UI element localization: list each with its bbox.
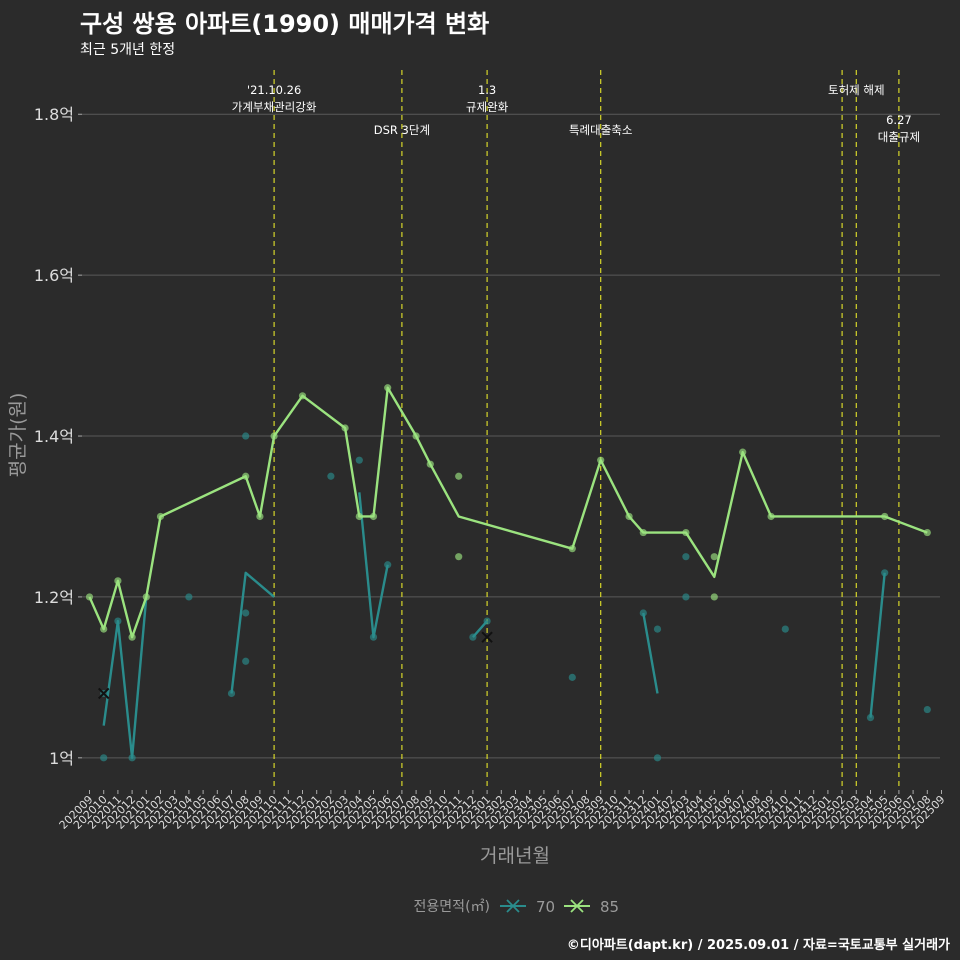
- legend-label: 85: [600, 898, 619, 916]
- event-label: 6.27: [886, 113, 912, 127]
- legend-key-cross: [506, 899, 520, 913]
- data-point: [455, 472, 463, 480]
- data-point: [100, 754, 108, 762]
- data-point: [781, 625, 789, 633]
- series-line: [642, 612, 659, 694]
- data-point: [568, 673, 576, 681]
- series-line: [88, 386, 928, 639]
- legend: 전용면적(㎡) 70 85: [414, 898, 620, 916]
- event-label: 규제완화: [466, 100, 509, 114]
- data-point: [327, 472, 335, 480]
- data-point: [653, 625, 662, 633]
- data-point: [923, 705, 931, 714]
- event-label: 특례대출축소: [569, 123, 632, 137]
- data-point: [455, 553, 463, 561]
- event-label: 가계부채관리강화: [232, 100, 317, 114]
- event-label: '21.10.26: [247, 83, 301, 97]
- y-tick-label: 1.4억: [34, 427, 74, 446]
- event-label: DSR 3단계: [374, 123, 430, 137]
- legend-item-85: 85: [564, 898, 619, 916]
- data-point: [682, 553, 690, 561]
- data-point: [242, 609, 250, 617]
- series-line: [358, 492, 389, 639]
- legend-key-cross: [570, 899, 584, 913]
- series-line: [869, 572, 886, 718]
- series-70: [97, 432, 931, 762]
- legend-item-70: 70: [500, 898, 555, 916]
- y-tick-label: 1.6억: [34, 266, 74, 285]
- x-axis-title: 거래년월: [480, 845, 550, 867]
- series-line: [472, 620, 488, 638]
- series-line: [230, 571, 275, 694]
- legend-title: 전용면적(㎡): [414, 899, 490, 915]
- data-point: [710, 593, 718, 601]
- legend-label: 70: [536, 898, 555, 916]
- data-point: [710, 553, 718, 561]
- y-tick-label: 1.2억: [34, 588, 74, 607]
- data-point: [355, 456, 363, 464]
- event-label: 1.3: [478, 83, 496, 97]
- series-85: [85, 384, 931, 641]
- data-point: [653, 754, 662, 762]
- chart-subtitle: 최근 5개년 한정: [80, 42, 176, 58]
- data-point: [682, 593, 690, 601]
- y-axis-title: 평균가(원): [7, 393, 29, 478]
- data-point: [227, 689, 236, 698]
- source-caption: ©디아파트(dapt.kr) / 2025.09.01 / 자료=국토교통부 실…: [566, 938, 950, 953]
- cross-marker: [97, 687, 110, 700]
- data-point: [185, 593, 193, 601]
- y-tick-label: 1억: [49, 749, 74, 768]
- data-point: [242, 432, 250, 440]
- event-label: 토허제 해제: [828, 83, 885, 97]
- event-label: 대출규제: [878, 130, 920, 144]
- series-line: [102, 596, 148, 760]
- chart-title: 구성 쌍용 아파트(1990) 매매가격 변화: [80, 10, 490, 38]
- cross-marker: [481, 631, 493, 643]
- data-point: [242, 657, 250, 665]
- y-tick-label: 1.8억: [34, 105, 74, 124]
